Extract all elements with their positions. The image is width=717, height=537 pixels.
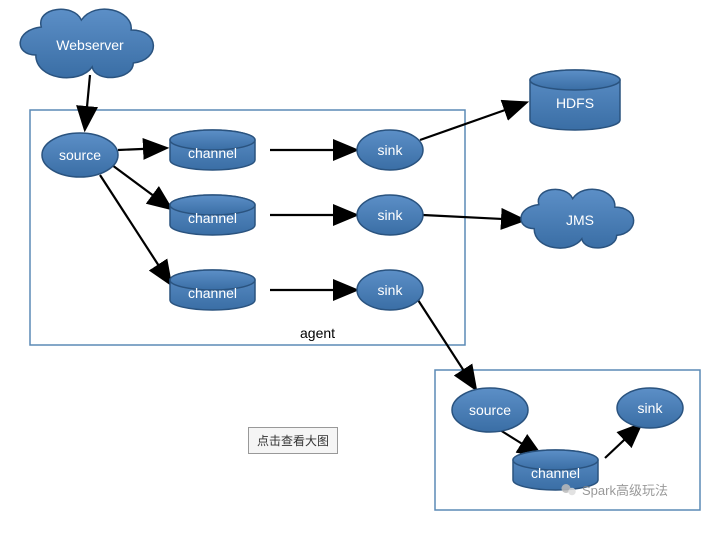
node-source2: source: [452, 388, 528, 432]
edge-0: [85, 75, 90, 128]
node-webserver: Webserver: [20, 9, 153, 78]
svg-text:JMS: JMS: [566, 212, 594, 228]
svg-text:Webserver: Webserver: [56, 37, 124, 53]
zoom-tooltip[interactable]: 点击查看大图: [248, 427, 338, 454]
node-hdfs: HDFS: [530, 70, 620, 130]
svg-text:sink: sink: [638, 400, 664, 416]
edge-7: [420, 103, 525, 140]
node-sink2: sink: [357, 195, 423, 235]
svg-text:HDFS: HDFS: [556, 95, 594, 111]
node-sink4: sink: [617, 388, 683, 428]
wechat-icon: [560, 481, 578, 499]
svg-text:channel: channel: [531, 465, 580, 481]
agent-box-label: agent: [300, 325, 335, 341]
edge-11: [605, 425, 640, 458]
edge-2: [112, 165, 170, 208]
svg-text:source: source: [469, 402, 511, 418]
edge-3: [100, 175, 170, 283]
watermark: Spark高级玩法: [560, 480, 668, 499]
svg-text:source: source: [59, 147, 101, 163]
watermark-text: Spark高级玩法: [582, 480, 668, 499]
svg-text:sink: sink: [378, 282, 404, 298]
svg-text:channel: channel: [188, 145, 237, 161]
node-sink1: sink: [357, 130, 423, 170]
diagram-canvas: agent Webserver source channel channel chann…: [0, 0, 717, 537]
zoom-tooltip-text: 点击查看大图: [257, 434, 329, 448]
node-channel1: channel: [170, 130, 255, 170]
edge-8: [423, 215, 523, 220]
svg-text:sink: sink: [378, 207, 404, 223]
node-sink3: sink: [357, 270, 423, 310]
node-channel3: channel: [170, 270, 255, 310]
edge-9: [418, 300, 475, 388]
node-source1: source: [42, 133, 118, 177]
svg-text:sink: sink: [378, 142, 404, 158]
edge-1: [118, 148, 165, 150]
svg-text:channel: channel: [188, 285, 237, 301]
node-channel2: channel: [170, 195, 255, 235]
svg-text:channel: channel: [188, 210, 237, 226]
node-jms: JMS: [521, 189, 634, 248]
